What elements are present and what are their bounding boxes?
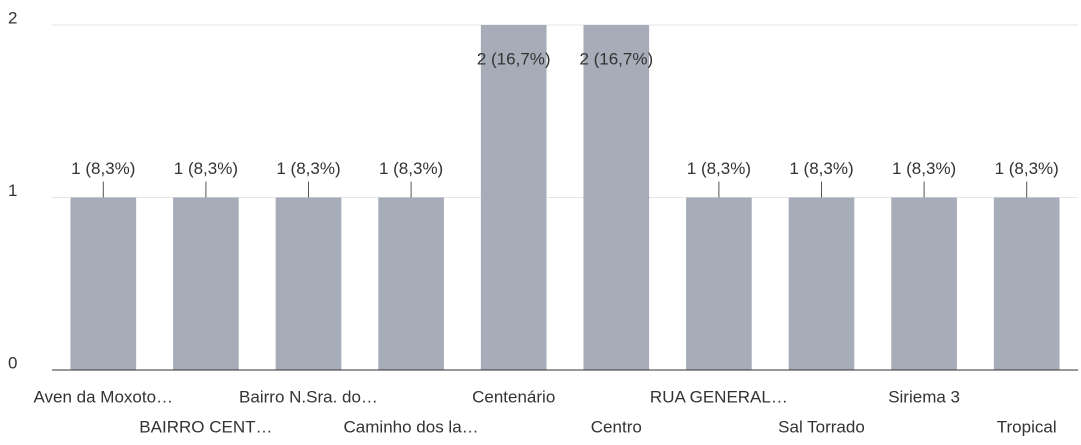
- x-tick-label: Centro: [591, 417, 642, 436]
- value-label: 1 (8,3%): [174, 159, 238, 178]
- value-label: 2 (16,7%): [579, 49, 653, 68]
- x-tick-label: Sal Torrado: [778, 417, 865, 436]
- bar: [275, 197, 342, 370]
- x-tick-label: Tropical: [997, 417, 1057, 436]
- y-tick-label: 0: [8, 353, 17, 372]
- x-tick-label: Aven da Moxoto…: [34, 387, 174, 406]
- bar: [173, 197, 239, 370]
- y-tick-label: 1: [8, 181, 17, 200]
- value-label: 1 (8,3%): [71, 159, 135, 178]
- bar: [993, 197, 1060, 370]
- value-label: 1 (8,3%): [687, 159, 751, 178]
- value-label: 1 (8,3%): [789, 159, 853, 178]
- x-tick-label: Siriema 3: [888, 387, 960, 406]
- bar: [891, 197, 957, 370]
- bar: [788, 197, 855, 370]
- value-label: 1 (8,3%): [995, 159, 1059, 178]
- bar: [70, 197, 137, 370]
- value-label: 2 (16,7%): [477, 49, 551, 68]
- bar: [480, 25, 547, 370]
- x-tick-label: Caminho dos la…: [344, 417, 479, 436]
- x-tick-label: RUA GENERAL…: [650, 387, 788, 406]
- x-tick-label: Centenário: [472, 387, 555, 406]
- value-label: 1 (8,3%): [379, 159, 443, 178]
- bar: [686, 197, 752, 370]
- value-label: 1 (8,3%): [276, 159, 340, 178]
- x-tick-label: Bairro N.Sra. do…: [239, 387, 378, 406]
- bar: [378, 197, 444, 370]
- y-tick-label: 2: [8, 8, 17, 27]
- x-tick-label: BAIRRO CENT…: [139, 417, 272, 436]
- value-label: 1 (8,3%): [892, 159, 956, 178]
- bar: [583, 25, 650, 370]
